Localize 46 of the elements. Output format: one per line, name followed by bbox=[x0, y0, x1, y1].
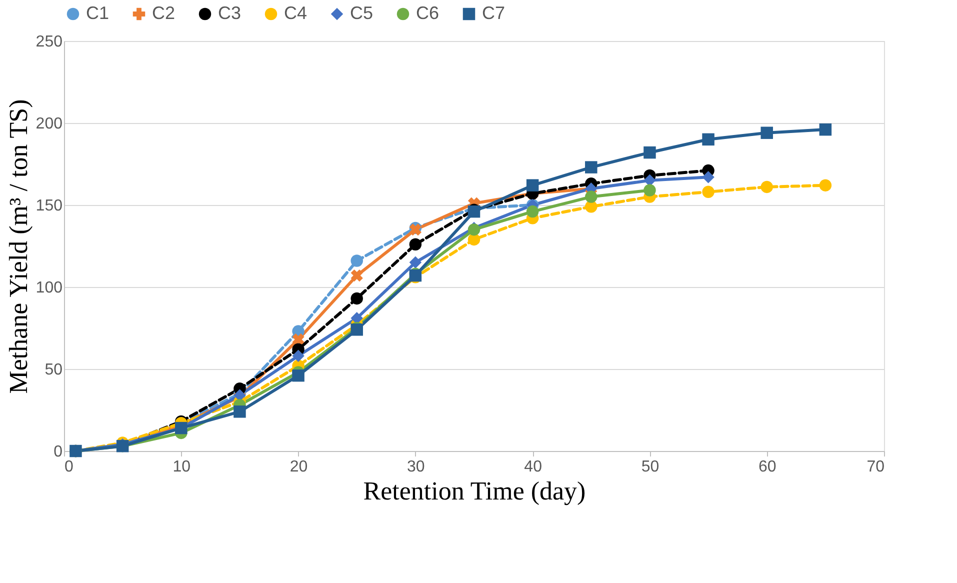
legend-label: C3 bbox=[218, 3, 242, 23]
point bbox=[409, 256, 422, 269]
point bbox=[644, 184, 656, 196]
y-tick-label: 250 bbox=[36, 34, 63, 50]
y-tick-label: 200 bbox=[36, 116, 63, 132]
point bbox=[409, 238, 422, 250]
point bbox=[350, 254, 363, 267]
point bbox=[350, 292, 363, 305]
point bbox=[292, 369, 304, 382]
point bbox=[819, 123, 832, 136]
point bbox=[819, 179, 832, 192]
point bbox=[468, 233, 480, 246]
x-tick-label: 70 bbox=[866, 458, 885, 476]
point bbox=[702, 133, 714, 146]
x-tick-label: 60 bbox=[758, 458, 776, 476]
x-tick-label: 30 bbox=[407, 458, 425, 476]
point bbox=[292, 333, 304, 346]
legend-label: C6 bbox=[416, 3, 440, 23]
x-axis-title: Retention Time (day) bbox=[363, 476, 586, 506]
point bbox=[702, 186, 714, 198]
point bbox=[702, 170, 714, 184]
legend-label: C1 bbox=[86, 3, 110, 23]
point bbox=[350, 269, 363, 282]
legend-label: C4 bbox=[284, 3, 308, 23]
point bbox=[585, 190, 598, 203]
x-tick-label: 40 bbox=[524, 458, 542, 476]
point bbox=[526, 179, 539, 192]
legend-label: C5 bbox=[350, 3, 374, 23]
y-axis-title: Methane Yield (m³ / ton TS) bbox=[4, 99, 33, 394]
point bbox=[526, 205, 539, 218]
legend-label: C2 bbox=[152, 3, 176, 23]
x-tick-label: 50 bbox=[641, 458, 660, 476]
y-tick-label: 0 bbox=[54, 444, 63, 460]
x-tick-label: 10 bbox=[172, 458, 191, 476]
point bbox=[644, 146, 656, 159]
y-tick-label: 100 bbox=[36, 280, 63, 296]
x-tick-label: 0 bbox=[64, 458, 74, 476]
y-tick-label: 50 bbox=[44, 362, 63, 378]
point bbox=[760, 180, 773, 194]
y-tick-label: 150 bbox=[36, 198, 63, 214]
legend-label: C7 bbox=[482, 3, 506, 23]
point bbox=[585, 161, 598, 174]
point bbox=[292, 350, 304, 362]
point bbox=[760, 126, 773, 139]
point bbox=[234, 406, 246, 418]
x-tick-label: 20 bbox=[290, 458, 308, 476]
